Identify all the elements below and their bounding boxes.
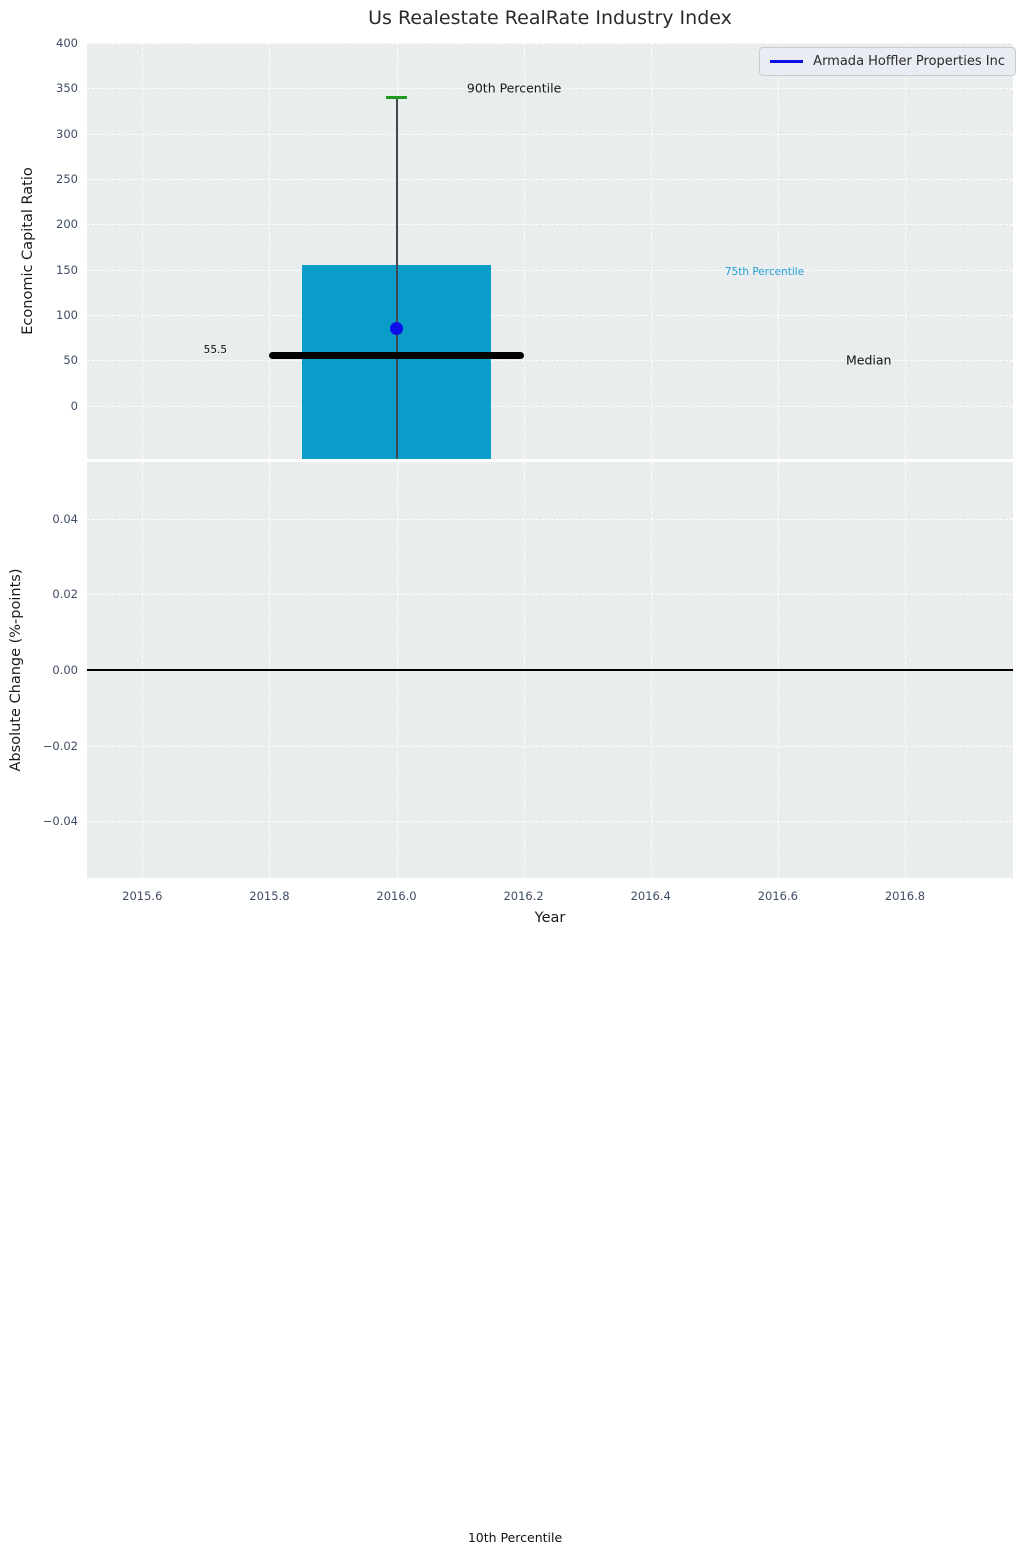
y-tick-label: 150: [56, 262, 78, 277]
gridline: [87, 360, 1013, 362]
y-tick-label: 250: [56, 171, 78, 186]
gridline: [904, 43, 906, 459]
y-tick-label: −0.04: [42, 814, 78, 829]
p90-cap: [385, 95, 408, 99]
company-value-dot: [390, 321, 403, 335]
legend-line-swatch: [770, 60, 804, 63]
gridline: [650, 43, 652, 459]
y-tick-label: 400: [56, 36, 78, 50]
y-tick-label: 300: [56, 126, 78, 141]
gridline: [87, 821, 1013, 823]
gridline: [523, 43, 525, 459]
gridline: [142, 43, 144, 459]
gridline: [87, 224, 1013, 226]
gridline: [269, 43, 271, 459]
y-tick-label: 0.04: [52, 511, 78, 526]
gridline: [87, 178, 1013, 180]
y-tick-label: 350: [56, 81, 78, 96]
chart-title: Us Realestate RealRate Industry Index: [368, 7, 732, 29]
legend-label: Armada Hoffler Properties Inc: [813, 54, 1005, 69]
gridline: [87, 405, 1013, 407]
annotation-55-5: 55.5: [203, 344, 228, 357]
gridline: [87, 518, 1013, 520]
gridline: [777, 43, 779, 459]
y-tick-label: −0.02: [42, 738, 78, 753]
tenth-percentile-label: 10th Percentile: [467, 1530, 563, 1545]
whisker-line: [395, 97, 398, 459]
x-tick-label: 2015.6: [122, 889, 163, 903]
annotation-75th-percentile: 75th Percentile: [724, 266, 805, 279]
gridline: [87, 745, 1013, 747]
gridline: [87, 594, 1013, 596]
gridline: [87, 88, 1013, 90]
gridline: [87, 43, 1013, 44]
y-tick-label: 0: [70, 398, 78, 413]
gridline: [87, 269, 1013, 271]
y-tick-label: 0.00: [52, 663, 78, 677]
legend: Armada Hoffler Properties Inc: [759, 47, 1016, 76]
x-tick-label: 2015.8: [249, 889, 290, 903]
bottom-plot-area: [87, 462, 1013, 878]
y-tick-label: 0.02: [52, 587, 78, 602]
zero-change-line: [87, 669, 1013, 671]
gridline: [87, 133, 1013, 135]
y-tick-label: 50: [63, 353, 78, 368]
median-line: [269, 351, 524, 359]
x-tick-label: 2016.0: [376, 889, 417, 903]
y-tick-label: 200: [56, 217, 78, 232]
annotation-median: Median: [845, 352, 892, 368]
x-tick-label: 2016.2: [503, 889, 544, 903]
x-tick-label: 2016.6: [757, 889, 798, 903]
gridline: [87, 314, 1013, 316]
y-tick-label: 100: [56, 307, 78, 322]
x-tick-label: 2016.4: [630, 889, 671, 903]
top-plot-area: 90th Percentile 75th Percentile Median 55.5: [87, 43, 1013, 459]
x-tick-label: 2016.8: [884, 889, 926, 903]
annotation-90th-percentile: 90th Percentile: [466, 80, 562, 96]
x-axis-label: Year: [534, 910, 566, 926]
